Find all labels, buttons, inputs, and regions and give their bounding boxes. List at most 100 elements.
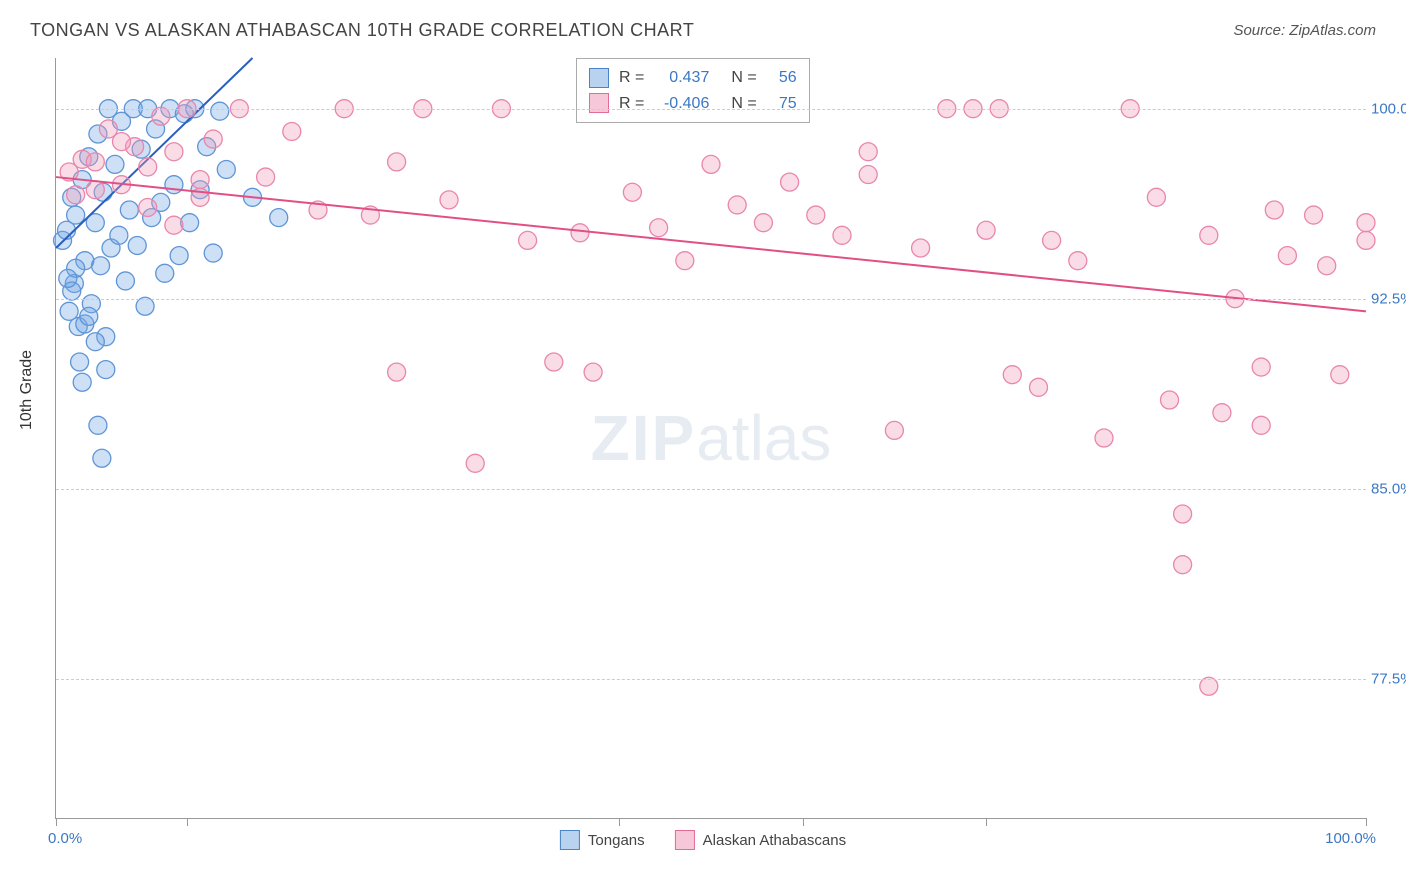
data-point <box>71 353 89 371</box>
data-point <box>93 449 111 467</box>
x-axis-min-label: 0.0% <box>48 830 82 847</box>
stats-row: R =-0.406N =75 <box>589 91 797 117</box>
stats-row: R =0.437N =56 <box>589 65 797 91</box>
data-point <box>1252 358 1270 376</box>
gridline <box>56 299 1366 300</box>
data-point <box>859 166 877 184</box>
y-tick-label: 100.0% <box>1371 100 1406 117</box>
gridline <box>56 489 1366 490</box>
data-point <box>1030 378 1048 396</box>
data-point <box>270 209 288 227</box>
x-axis-max-label: 100.0% <box>1325 830 1376 847</box>
n-label: N = <box>731 91 756 117</box>
data-point <box>1331 366 1349 384</box>
data-point <box>1200 226 1218 244</box>
data-point <box>1095 429 1113 447</box>
data-point <box>139 198 157 216</box>
x-tick <box>986 818 987 826</box>
r-label: R = <box>619 65 644 91</box>
data-point <box>128 236 146 254</box>
legend-swatch <box>675 830 695 850</box>
data-point <box>165 143 183 161</box>
data-point <box>89 416 107 434</box>
data-point <box>86 153 104 171</box>
x-tick <box>619 818 620 826</box>
data-point <box>204 130 222 148</box>
data-point <box>136 297 154 315</box>
data-point <box>1069 252 1087 270</box>
r-value: -0.406 <box>654 91 709 117</box>
data-point <box>80 307 98 325</box>
data-point <box>676 252 694 270</box>
data-point <box>1174 505 1192 523</box>
data-point <box>728 196 746 214</box>
data-point <box>120 201 138 219</box>
y-axis-label: 10th Grade <box>18 350 36 430</box>
data-point <box>211 102 229 120</box>
r-value: 0.437 <box>654 65 709 91</box>
data-point <box>156 264 174 282</box>
legend-item: Alaskan Athabascans <box>675 830 846 850</box>
data-point <box>519 231 537 249</box>
chart-title: TONGAN VS ALASKAN ATHABASCAN 10TH GRADE … <box>30 20 694 41</box>
stats-swatch <box>589 68 609 88</box>
chart-container: TONGAN VS ALASKAN ATHABASCAN 10TH GRADE … <box>0 0 1406 892</box>
data-point <box>388 363 406 381</box>
data-point <box>283 122 301 140</box>
data-point <box>191 171 209 189</box>
data-point <box>204 244 222 262</box>
data-point <box>86 181 104 199</box>
data-point <box>86 333 104 351</box>
data-point <box>110 226 128 244</box>
data-point <box>170 247 188 265</box>
n-value: 56 <box>767 65 797 91</box>
y-tick-label: 77.5% <box>1371 670 1406 687</box>
data-point <box>807 206 825 224</box>
data-point <box>106 155 124 173</box>
data-point <box>181 214 199 232</box>
data-point <box>754 214 772 232</box>
data-point <box>440 191 458 209</box>
y-tick-label: 92.5% <box>1371 290 1406 307</box>
data-point <box>1003 366 1021 384</box>
data-point <box>165 216 183 234</box>
data-point <box>1213 404 1231 422</box>
chart-svg <box>56 58 1366 818</box>
data-point <box>584 363 602 381</box>
gridline <box>56 109 1366 110</box>
data-point <box>92 257 110 275</box>
gridline <box>56 679 1366 680</box>
data-point <box>152 107 170 125</box>
data-point <box>97 361 115 379</box>
data-point <box>113 133 131 151</box>
data-point <box>1357 214 1375 232</box>
legend-label: Tongans <box>588 832 645 849</box>
data-point <box>859 143 877 161</box>
data-point <box>1252 416 1270 434</box>
regression-line <box>56 177 1366 311</box>
data-point <box>67 186 85 204</box>
data-point <box>833 226 851 244</box>
data-point <box>1174 556 1192 574</box>
data-point <box>1200 677 1218 695</box>
data-point <box>466 454 484 472</box>
data-point <box>1161 391 1179 409</box>
data-point <box>1147 188 1165 206</box>
data-point <box>1357 231 1375 249</box>
legend-swatch <box>560 830 580 850</box>
data-point <box>1305 206 1323 224</box>
x-tick <box>187 818 188 826</box>
x-tick <box>56 818 57 826</box>
x-tick <box>1366 818 1367 826</box>
data-point <box>1318 257 1336 275</box>
data-point <box>623 183 641 201</box>
data-point <box>1278 247 1296 265</box>
data-point <box>139 158 157 176</box>
r-label: R = <box>619 91 644 117</box>
data-point <box>217 160 235 178</box>
data-point <box>702 155 720 173</box>
plot-area: ZIPatlas R =0.437N =56R =-0.406N =75 77.… <box>55 58 1366 819</box>
data-point <box>67 206 85 224</box>
data-point <box>165 176 183 194</box>
source-label: Source: ZipAtlas.com <box>1233 22 1376 39</box>
